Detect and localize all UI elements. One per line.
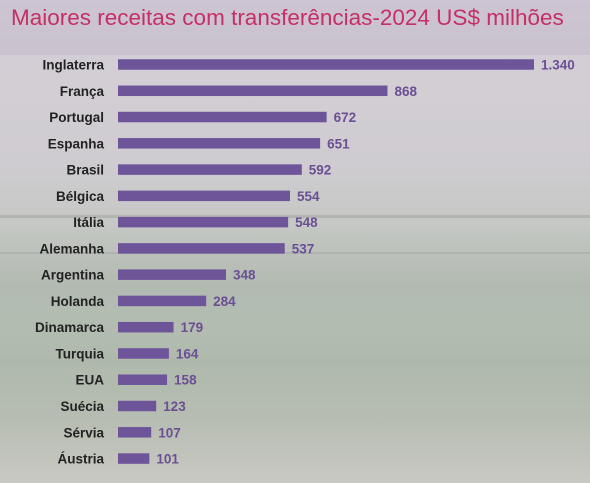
- category-label: Áustria: [57, 452, 104, 467]
- value-label: 548: [295, 215, 318, 230]
- category-label: Portugal: [49, 110, 104, 125]
- value-label: 101: [156, 452, 179, 467]
- bar: [118, 374, 168, 385]
- value-label: 554: [297, 189, 320, 204]
- bar: [118, 269, 227, 280]
- category-label: Dinamarca: [35, 320, 105, 335]
- bar: [118, 348, 169, 359]
- category-label: Brasil: [66, 163, 104, 178]
- bar: [118, 138, 321, 149]
- bar: [118, 216, 289, 228]
- background-band: [0, 225, 590, 345]
- category-label: Sérvia: [63, 425, 104, 440]
- bar: [118, 295, 207, 307]
- category-label: EUA: [75, 373, 104, 388]
- bar: [118, 400, 157, 412]
- value-label: 672: [334, 110, 357, 125]
- bar: [118, 85, 388, 97]
- value-label: 537: [292, 241, 315, 256]
- category-label: Espanha: [48, 136, 105, 151]
- bar: [118, 453, 150, 464]
- chart-title: Maiores receitas com transferências-2024…: [11, 5, 564, 30]
- category-label: Suécia: [60, 399, 104, 414]
- value-label: 868: [394, 84, 417, 99]
- value-label: 284: [213, 294, 236, 309]
- value-label: 123: [163, 399, 186, 414]
- bar: [118, 321, 174, 333]
- category-label: Turquia: [56, 346, 105, 361]
- category-label: Holanda: [51, 294, 105, 309]
- bar: [118, 190, 290, 202]
- background-line: [0, 252, 590, 254]
- value-label: 592: [309, 163, 332, 178]
- bar: [118, 164, 302, 175]
- category-label: Argentina: [41, 268, 104, 283]
- value-label: 651: [327, 136, 350, 151]
- category-label: Inglaterra: [42, 58, 104, 73]
- category-label: Alemanha: [39, 241, 104, 256]
- value-label: 107: [158, 425, 181, 440]
- background-line: [0, 215, 590, 218]
- bar: [118, 59, 534, 70]
- bar: [118, 111, 327, 123]
- category-label: Bélgica: [56, 189, 105, 204]
- bar: [118, 243, 285, 254]
- category-label: Itália: [73, 215, 104, 230]
- value-label: 179: [181, 320, 204, 335]
- title-band: [0, 0, 590, 55]
- bar: [118, 427, 152, 438]
- value-label: 164: [176, 346, 199, 361]
- category-label: França: [60, 84, 105, 99]
- value-label: 1.340: [541, 58, 575, 73]
- value-label: 158: [174, 373, 197, 388]
- value-label: 348: [233, 268, 256, 283]
